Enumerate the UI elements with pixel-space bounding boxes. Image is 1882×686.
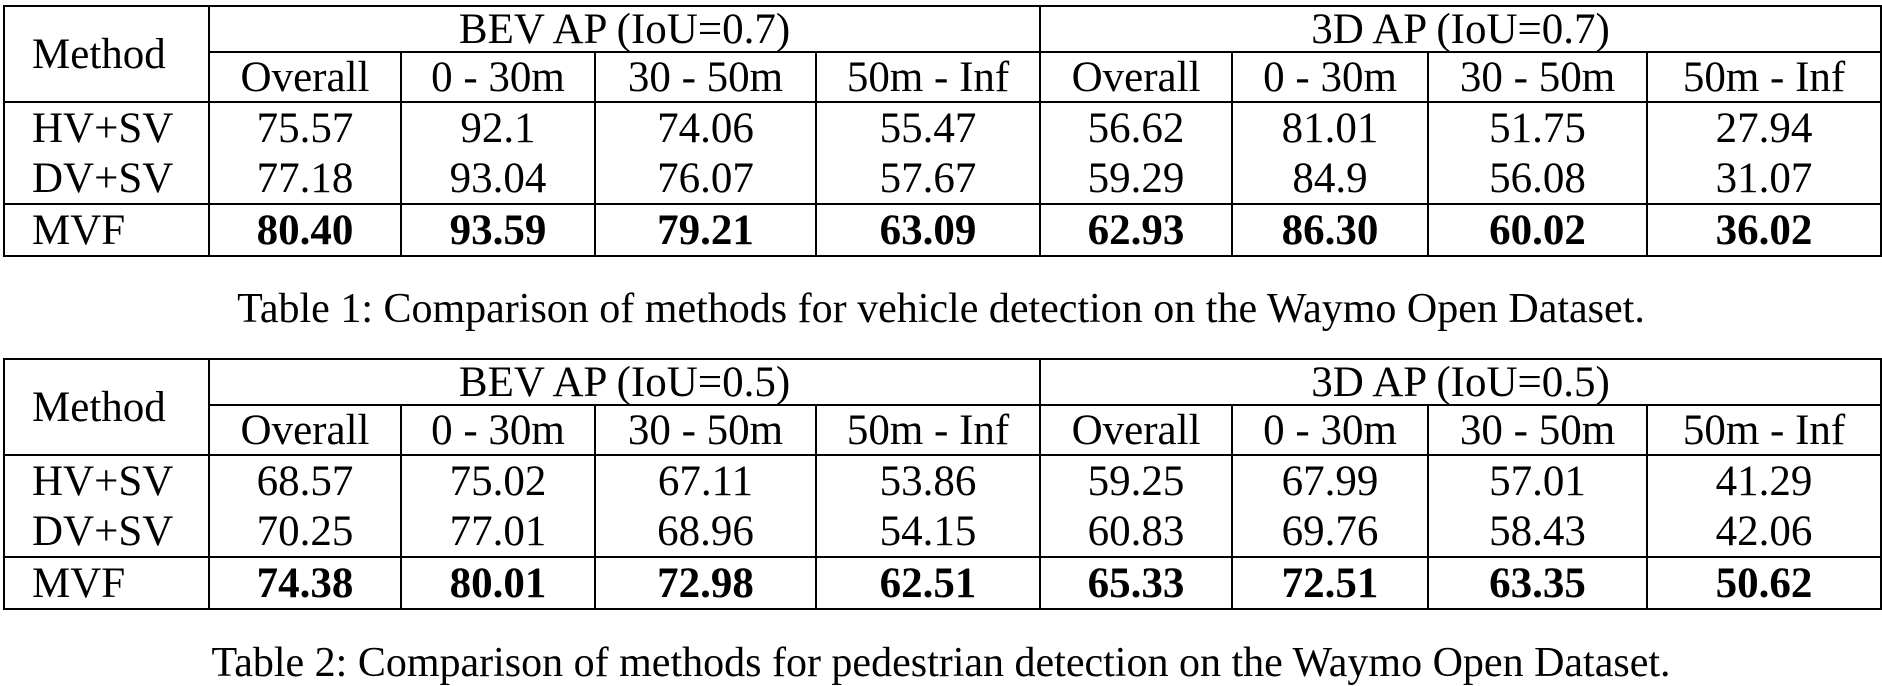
value-cell-best: 80.01 bbox=[400, 556, 596, 610]
method-cell: DV+SV bbox=[3, 153, 210, 204]
value-cell: 68.96 bbox=[594, 506, 817, 557]
value-cell: 53.86 bbox=[814, 454, 1042, 506]
method-header: Method bbox=[3, 5, 210, 103]
table-caption: Table 1: Comparison of methods for vehic… bbox=[237, 286, 1645, 332]
value-cell: 77.18 bbox=[208, 153, 402, 204]
subheader: 30 - 50m bbox=[594, 404, 817, 456]
value-cell-best: 63.35 bbox=[1427, 556, 1649, 610]
subheader: 0 - 30m bbox=[1231, 404, 1430, 456]
method-cell: MVF bbox=[3, 556, 210, 610]
table-row: HV+SV 75.57 92.1 74.06 55.47 56.62 81.01… bbox=[3, 101, 1882, 153]
value-cell: 81.01 bbox=[1231, 101, 1430, 153]
value-cell: 92.1 bbox=[400, 101, 596, 153]
value-cell-best: 62.51 bbox=[814, 556, 1042, 610]
group-header-bev: BEV AP (IoU=0.5) bbox=[207, 358, 1042, 406]
subheader: 30 - 50m bbox=[1427, 51, 1649, 103]
value-cell-best: 80.40 bbox=[208, 203, 402, 257]
subheader: 50m - Inf bbox=[1646, 51, 1882, 103]
value-cell-best: 72.98 bbox=[594, 556, 817, 610]
value-cell: 67.99 bbox=[1231, 454, 1430, 506]
value-cell-best: 62.93 bbox=[1039, 203, 1234, 257]
table-row: DV+SV 77.18 93.04 76.07 57.67 59.29 84.9… bbox=[3, 153, 1882, 204]
group-header-bev: BEV AP (IoU=0.7) bbox=[207, 5, 1042, 53]
method-cell: HV+SV bbox=[3, 101, 210, 153]
value-cell-best: 72.51 bbox=[1231, 556, 1430, 610]
subheader: 50m - Inf bbox=[814, 404, 1042, 456]
method-cell: HV+SV bbox=[3, 454, 210, 506]
subheader: 0 - 30m bbox=[400, 404, 596, 456]
value-cell: 55.47 bbox=[814, 101, 1042, 153]
value-cell-best: 60.02 bbox=[1427, 203, 1649, 257]
table-row-best: MVF 80.40 93.59 79.21 63.09 62.93 86.30 … bbox=[3, 203, 1882, 257]
value-cell: 75.57 bbox=[208, 101, 402, 153]
value-cell-best: 86.30 bbox=[1231, 203, 1430, 257]
group-header-3d: 3D AP (IoU=0.5) bbox=[1039, 358, 1882, 406]
value-cell-best: 65.33 bbox=[1039, 556, 1234, 610]
value-cell: 56.08 bbox=[1427, 153, 1649, 204]
value-cell: 67.11 bbox=[594, 454, 817, 506]
value-cell: 57.67 bbox=[814, 153, 1042, 204]
value-cell: 74.06 bbox=[594, 101, 817, 153]
value-cell: 41.29 bbox=[1646, 454, 1882, 506]
table-row: HV+SV 68.57 75.02 67.11 53.86 59.25 67.9… bbox=[3, 454, 1882, 506]
value-cell-best: 93.59 bbox=[400, 203, 596, 257]
value-cell: 84.9 bbox=[1231, 153, 1430, 204]
value-cell-best: 50.62 bbox=[1646, 556, 1882, 610]
value-cell: 76.07 bbox=[594, 153, 817, 204]
value-cell-best: 36.02 bbox=[1646, 203, 1882, 257]
value-cell: 51.75 bbox=[1427, 101, 1649, 153]
value-cell: 57.01 bbox=[1427, 454, 1649, 506]
results-table: Method BEV AP (IoU=0.5) 3D AP (IoU=0.5) … bbox=[3, 358, 1882, 610]
table-row: DV+SV 70.25 77.01 68.96 54.15 60.83 69.7… bbox=[3, 506, 1882, 557]
subheader: Overall bbox=[1039, 404, 1234, 456]
subheader: 0 - 30m bbox=[400, 51, 596, 103]
subheader: Overall bbox=[208, 51, 402, 103]
value-cell: 31.07 bbox=[1646, 153, 1882, 204]
subheader: 0 - 30m bbox=[1231, 51, 1430, 103]
table-row-best: MVF 74.38 80.01 72.98 62.51 65.33 72.51 … bbox=[3, 556, 1882, 610]
value-cell-best: 74.38 bbox=[208, 556, 402, 610]
value-cell-best: 63.09 bbox=[814, 203, 1042, 257]
table-caption: Table 2: Comparison of methods for pedes… bbox=[211, 640, 1671, 686]
subheader: Overall bbox=[208, 404, 402, 456]
value-cell: 42.06 bbox=[1646, 506, 1882, 557]
method-header: Method bbox=[3, 358, 210, 456]
subheader: 50m - Inf bbox=[1646, 404, 1882, 456]
method-cell: MVF bbox=[3, 203, 210, 257]
group-header-3d: 3D AP (IoU=0.7) bbox=[1039, 5, 1882, 53]
results-table: Method BEV AP (IoU=0.7) 3D AP (IoU=0.7) … bbox=[3, 5, 1882, 257]
value-cell: 56.62 bbox=[1039, 101, 1234, 153]
value-cell: 60.83 bbox=[1039, 506, 1234, 557]
value-cell: 93.04 bbox=[400, 153, 596, 204]
value-cell: 69.76 bbox=[1231, 506, 1430, 557]
value-cell: 68.57 bbox=[208, 454, 402, 506]
method-cell: DV+SV bbox=[3, 506, 210, 557]
subheader: Overall bbox=[1039, 51, 1234, 103]
subheader: 50m - Inf bbox=[814, 51, 1042, 103]
value-cell: 58.43 bbox=[1427, 506, 1649, 557]
value-cell: 27.94 bbox=[1646, 101, 1882, 153]
pedestrian-detection-table: Method BEV AP (IoU=0.5) 3D AP (IoU=0.5) … bbox=[3, 358, 1882, 610]
value-cell: 75.02 bbox=[400, 454, 596, 506]
value-cell: 59.29 bbox=[1039, 153, 1234, 204]
value-cell: 59.25 bbox=[1039, 454, 1234, 506]
value-cell: 54.15 bbox=[814, 506, 1042, 557]
value-cell: 77.01 bbox=[400, 506, 596, 557]
subheader: 30 - 50m bbox=[1427, 404, 1649, 456]
value-cell: 70.25 bbox=[208, 506, 402, 557]
value-cell-best: 79.21 bbox=[594, 203, 817, 257]
vehicle-detection-table: Method BEV AP (IoU=0.7) 3D AP (IoU=0.7) … bbox=[3, 5, 1882, 257]
subheader: 30 - 50m bbox=[594, 51, 817, 103]
